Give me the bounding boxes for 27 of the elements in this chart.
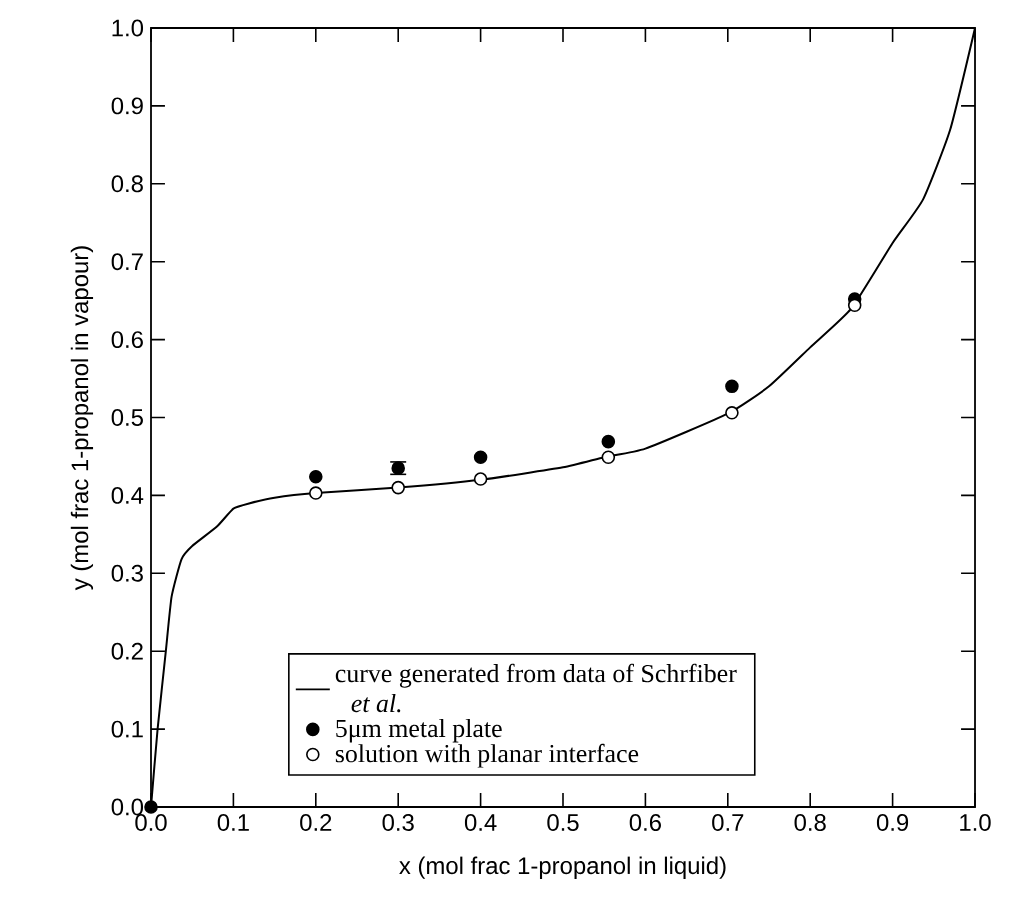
y-tick-label: 0.0 [111, 798, 144, 816]
y-axis-title: y (mol frac 1-propanol in vapour) [70, 246, 94, 591]
y-tick-label: 0.9 [111, 97, 143, 115]
x-tick-label: 1.0 [960, 814, 991, 831]
y-tick-label: 0.7 [111, 253, 143, 271]
x-tick-label: 0.4 [464, 814, 497, 831]
legend-label: curve generated from data of Schrfiber et al. [335, 663, 737, 713]
y-tick-label: 0.1 [111, 720, 143, 738]
x-axis-title: x (mol frac 1-propanol in liquid) [399, 856, 726, 879]
x-tick-label: 0.0 [135, 814, 167, 831]
x-tick-label: 0.6 [629, 814, 661, 831]
legend-label: solution with planar interface [335, 743, 639, 768]
x-tick-label: 0.3 [382, 814, 414, 831]
x-tick-label: 0.7 [712, 814, 744, 831]
x-tick-label: 0.5 [547, 814, 579, 831]
y-tick-label: 0.4 [111, 486, 144, 504]
x-tick-label: 0.9 [876, 814, 909, 831]
x-tick-label: 0.8 [794, 814, 826, 831]
y-tick-label: 0.3 [111, 564, 143, 582]
x-tick-label: 0.1 [217, 814, 249, 831]
y-tick-label: 0.8 [111, 175, 143, 193]
y-tick-label: 0.2 [111, 642, 143, 660]
y-tick-label: 0.6 [111, 331, 143, 349]
legend-label: 5μm metal plate [336, 718, 502, 743]
y-tick-label: 0.5 [111, 409, 143, 426]
y-tick-label: 1.0 [112, 19, 144, 37]
x-tick-label: 0.2 [300, 814, 332, 831]
